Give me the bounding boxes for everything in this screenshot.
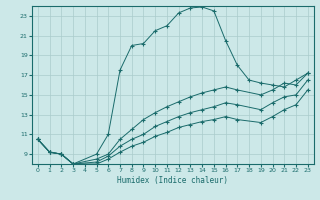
X-axis label: Humidex (Indice chaleur): Humidex (Indice chaleur) — [117, 176, 228, 185]
